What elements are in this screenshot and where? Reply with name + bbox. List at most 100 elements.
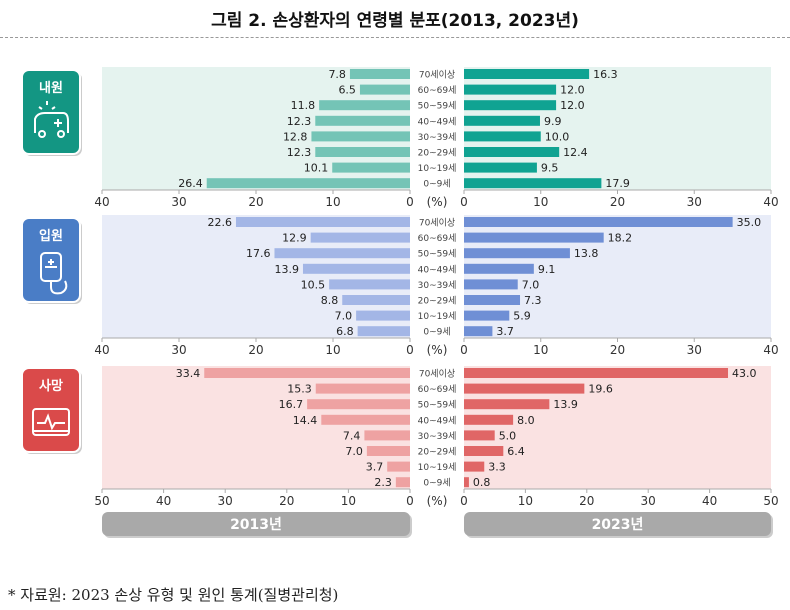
age-label: 0~9세 bbox=[423, 179, 450, 190]
source-note: * 자료원: 2023 손상 유형 및 원인 통계(질병관리청) bbox=[8, 586, 339, 604]
data-label-2013: 7.0 bbox=[345, 445, 363, 458]
age-label: 70세이상 bbox=[419, 70, 455, 81]
bar-2023 bbox=[464, 279, 518, 290]
data-label-2013: 6.8 bbox=[336, 325, 354, 338]
age-label: 60~69세 bbox=[418, 233, 457, 244]
data-label-2013: 14.4 bbox=[293, 414, 318, 427]
tick-label-2023: 10 bbox=[518, 494, 533, 508]
figure-title: 그림 2. 손상환자의 연령별 분포(2013, 2023년) bbox=[211, 11, 579, 31]
age-label: 20~29세 bbox=[418, 296, 457, 307]
data-label-2023: 7.3 bbox=[524, 294, 542, 307]
data-label-2023: 9.5 bbox=[541, 162, 559, 175]
tick-label-2023: 0 bbox=[460, 494, 468, 508]
age-label: 20~29세 bbox=[418, 447, 457, 458]
age-label: 10~19세 bbox=[418, 462, 457, 473]
data-label-2013: 2.3 bbox=[374, 476, 392, 489]
age-label: 50~59세 bbox=[418, 400, 457, 411]
tick-label-2013: 30 bbox=[218, 494, 233, 508]
data-label-2013: 7.4 bbox=[343, 429, 361, 442]
bar-2023 bbox=[464, 399, 550, 410]
data-label-2023: 13.8 bbox=[574, 247, 599, 260]
age-label: 30~39세 bbox=[418, 132, 457, 143]
data-label-2013: 10.1 bbox=[304, 162, 329, 175]
tick-label-2013: 40 bbox=[94, 195, 109, 209]
tick-label-2023: 30 bbox=[687, 195, 702, 209]
bar-2013 bbox=[319, 100, 410, 111]
bar-2013 bbox=[311, 131, 410, 142]
iv-bag-icon bbox=[40, 252, 68, 295]
siren bbox=[38, 101, 62, 127]
heart-monitor-icon bbox=[32, 408, 70, 436]
wheel bbox=[38, 130, 46, 138]
bar-2013 bbox=[342, 295, 410, 305]
year-label-box bbox=[102, 512, 410, 536]
data-label-2023: 16.3 bbox=[593, 68, 618, 81]
age-label: 70세이상 bbox=[419, 369, 455, 380]
data-label-2013: 6.5 bbox=[338, 84, 356, 97]
bar-2013 bbox=[235, 217, 410, 227]
tick-label-2013: 10 bbox=[325, 343, 340, 357]
data-label-2013: 26.4 bbox=[178, 177, 203, 190]
data-label-2013: 15.3 bbox=[287, 383, 312, 396]
data-label-2013: 12.3 bbox=[287, 115, 312, 128]
tick-label-2023: 20 bbox=[610, 195, 625, 209]
bar-2013 bbox=[315, 383, 410, 394]
data-label-2023: 7.0 bbox=[522, 278, 540, 291]
bar-2023 bbox=[464, 446, 504, 456]
panel-1: 내원 0 0 10 10 20 20 30 30 40 40 (%) 70세이상 7.8 16.3 60~69… bbox=[21, 67, 779, 209]
bar-2023 bbox=[464, 248, 570, 259]
data-label-2013: 12.9 bbox=[282, 232, 307, 245]
tick-label-2023: 0 bbox=[460, 343, 468, 357]
data-label-2023: 5.9 bbox=[513, 310, 531, 323]
bar-2013 bbox=[307, 399, 410, 410]
tick-label-2013: 0 bbox=[406, 195, 414, 209]
data-label-2023: 9.9 bbox=[544, 115, 562, 128]
age-label: 0~9세 bbox=[423, 327, 450, 338]
age-label: 30~39세 bbox=[418, 280, 457, 291]
bar-2013 bbox=[321, 414, 410, 425]
data-label-2013: 33.4 bbox=[176, 367, 201, 380]
unit-label: (%) bbox=[427, 195, 448, 209]
bar-2013 bbox=[395, 477, 410, 488]
data-label-2023: 18.2 bbox=[608, 232, 633, 245]
bar-2023 bbox=[464, 368, 729, 378]
data-label-2013: 11.8 bbox=[291, 99, 316, 112]
data-label-2023: 17.9 bbox=[605, 177, 630, 190]
tick-label-2013: 0 bbox=[406, 343, 414, 357]
data-label-2023: 12.0 bbox=[560, 84, 585, 97]
panel-label: 입원 bbox=[39, 229, 63, 244]
tick-label-2013: 30 bbox=[171, 195, 186, 209]
data-label-2023: 3.3 bbox=[488, 461, 506, 474]
panel-2: 입원 0 0 10 10 20 20 30 30 40 40 (%) 70세이상 22.6 35.0 60~6… bbox=[21, 215, 779, 357]
title-divider bbox=[0, 37, 790, 38]
tick-label-2023: 10 bbox=[533, 343, 548, 357]
panel-label: 내원 bbox=[39, 80, 63, 96]
data-label-2013: 17.6 bbox=[246, 247, 271, 260]
data-label-2023: 6.4 bbox=[507, 445, 525, 458]
age-label: 60~69세 bbox=[418, 384, 457, 395]
bar-2023 bbox=[464, 131, 541, 142]
bar-2013 bbox=[204, 368, 410, 378]
tick-label-2013: 30 bbox=[171, 343, 186, 357]
bar-2023 bbox=[464, 147, 560, 157]
age-label: 40~49세 bbox=[418, 415, 457, 426]
tick-label-2013: 20 bbox=[248, 343, 263, 357]
tick-label-2023: 30 bbox=[641, 494, 656, 508]
data-label-2013: 16.7 bbox=[279, 398, 304, 411]
data-label-2023: 5.0 bbox=[499, 429, 517, 442]
tick-label-2023: 20 bbox=[610, 343, 625, 357]
panel-3: 사망 0 0 10 10 20 20 30 30 40 40 50 50 (%) 70세이상 33.4 43.0… bbox=[21, 366, 779, 508]
unit-label: (%) bbox=[427, 343, 448, 357]
bar-2013 bbox=[302, 263, 410, 274]
age-label: 20~29세 bbox=[418, 148, 457, 159]
tick-label-2023: 20 bbox=[579, 494, 594, 508]
unit-label: (%) bbox=[427, 494, 448, 508]
bar-2023 bbox=[464, 69, 590, 79]
bar-2013 bbox=[359, 84, 410, 95]
year-label: 2023년 bbox=[592, 517, 644, 533]
tick-label-2023: 0 bbox=[460, 195, 468, 209]
age-label: 40~49세 bbox=[418, 264, 457, 275]
tick-label-2023: 40 bbox=[763, 343, 778, 357]
bar-2023 bbox=[464, 100, 557, 111]
